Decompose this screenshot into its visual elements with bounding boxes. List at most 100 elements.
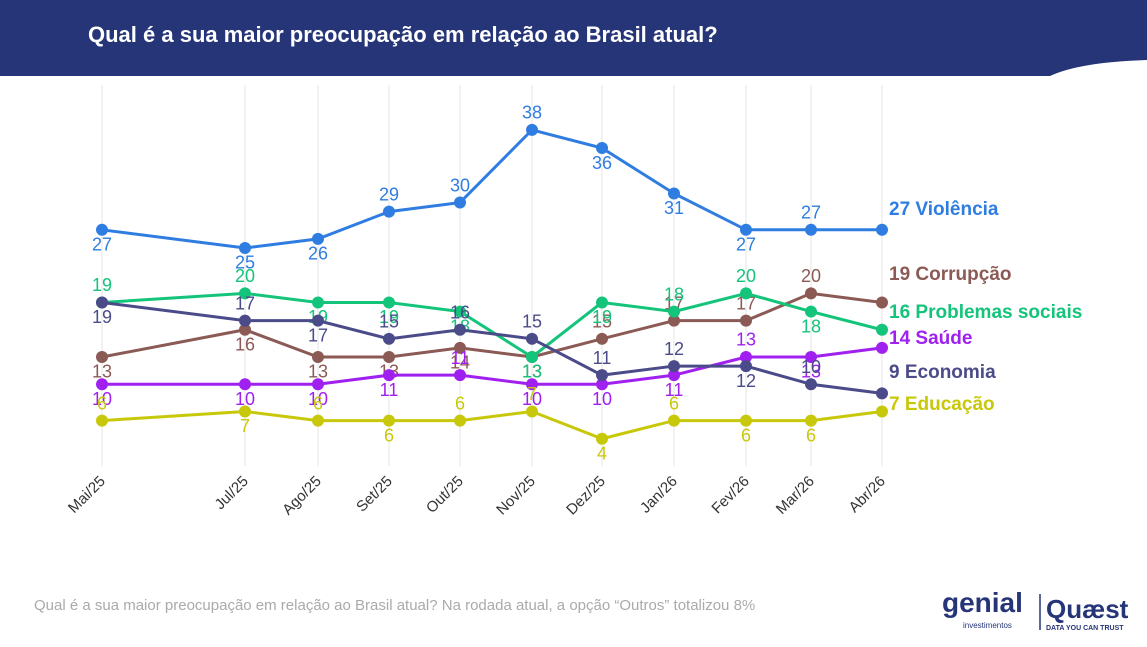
data-label: 7 <box>240 416 250 436</box>
end-label: 9 Economia <box>889 362 996 383</box>
end-label: 27 Violência <box>889 199 999 220</box>
data-label: 6 <box>97 393 107 413</box>
data-label: 13 <box>736 330 756 350</box>
data-point <box>740 314 752 327</box>
series-line <box>101 291 883 359</box>
data-label: 13 <box>801 362 821 382</box>
data-point <box>596 296 608 309</box>
data-label: 4 <box>597 443 607 463</box>
end-value: 14 <box>889 328 911 349</box>
data-point <box>383 205 395 218</box>
data-label: 27 <box>801 203 821 223</box>
data-label: 16 <box>235 334 255 354</box>
data-point <box>383 296 395 309</box>
data-point <box>239 241 251 254</box>
data-point <box>526 123 538 136</box>
data-point <box>383 332 395 345</box>
data-label: 27 <box>736 235 756 255</box>
data-point <box>96 414 108 427</box>
data-label: 10 <box>801 357 821 377</box>
data-point <box>805 223 817 236</box>
data-point <box>668 360 680 373</box>
data-label: 15 <box>379 312 399 332</box>
data-label: 10 <box>592 389 612 409</box>
data-point <box>596 332 608 345</box>
data-label: 13 <box>522 362 542 382</box>
data-point <box>526 405 538 418</box>
header-band <box>0 0 1147 76</box>
data-point <box>876 323 888 336</box>
data-label: 14 <box>450 353 470 373</box>
end-value: 27 <box>889 199 910 220</box>
x-tick-label: Jan/26 <box>637 473 681 517</box>
data-point <box>740 360 752 373</box>
data-point <box>668 187 680 200</box>
data-point <box>96 296 108 309</box>
x-tick-label: Abr/26 <box>846 473 889 516</box>
data-point <box>312 378 324 391</box>
data-label: 36 <box>592 153 612 173</box>
data-point <box>454 341 466 354</box>
data-label: 11 <box>593 348 612 368</box>
data-point <box>312 350 324 363</box>
data-point <box>668 314 680 327</box>
data-label: 20 <box>235 266 255 286</box>
data-label: 10 <box>235 389 255 409</box>
data-label: 6 <box>741 425 751 445</box>
legend-name: Violência <box>915 199 999 220</box>
data-point <box>383 350 395 363</box>
data-label: 19 <box>592 307 612 327</box>
data-point <box>454 369 466 382</box>
data-label: 10 <box>92 389 112 409</box>
end-label: 16 Problemas sociais <box>889 302 1082 323</box>
data-point <box>740 223 752 236</box>
data-point <box>876 296 888 309</box>
data-point <box>96 378 108 391</box>
x-tick-label: Fev/26 <box>708 473 752 517</box>
x-tick-label: Out/25 <box>423 473 467 517</box>
end-value: 19 <box>889 264 910 285</box>
data-point <box>596 369 608 382</box>
data-point <box>239 314 251 327</box>
data-point <box>668 305 680 318</box>
data-label: 10 <box>522 389 542 409</box>
data-label: 27 <box>92 235 112 255</box>
data-label: 11 <box>451 348 470 368</box>
data-label: 19 <box>92 275 112 295</box>
data-point <box>740 287 752 300</box>
data-label: 20 <box>736 266 756 286</box>
x-tick-label: Mai/25 <box>65 473 109 517</box>
data-point <box>312 232 324 245</box>
series-line <box>101 291 883 359</box>
data-label: 16 <box>450 302 470 322</box>
data-label: 6 <box>455 393 465 413</box>
data-point <box>383 369 395 382</box>
data-point <box>740 414 752 427</box>
legend-name: Corrupção <box>915 264 1011 285</box>
end-label: 7 Educação <box>889 394 995 415</box>
data-point <box>805 378 817 391</box>
data-point <box>454 414 466 427</box>
data-label: 20 <box>801 266 821 286</box>
data-label: 30 <box>450 175 470 195</box>
x-tick-label: Set/25 <box>353 473 396 516</box>
data-label: 13 <box>308 362 328 382</box>
data-point <box>454 305 466 318</box>
end-label: 19 Corrupção <box>889 264 1012 285</box>
x-tick-label: Mar/26 <box>773 473 818 518</box>
chart-title: Qual é a sua maior preocupação em relaçã… <box>88 22 718 47</box>
data-label: 26 <box>308 244 328 264</box>
data-point <box>526 332 538 345</box>
x-tick-label: Jul/25 <box>212 473 252 513</box>
end-value: 7 <box>889 394 900 415</box>
data-label: 18 <box>664 284 684 304</box>
series-line <box>101 128 882 250</box>
data-label: 18 <box>801 316 821 336</box>
data-point <box>805 350 817 363</box>
data-point <box>239 323 251 336</box>
x-tick-label: Nov/25 <box>493 473 539 519</box>
end-value: 16 <box>889 302 910 323</box>
logo-quaest: Quæst <box>1046 594 1129 624</box>
